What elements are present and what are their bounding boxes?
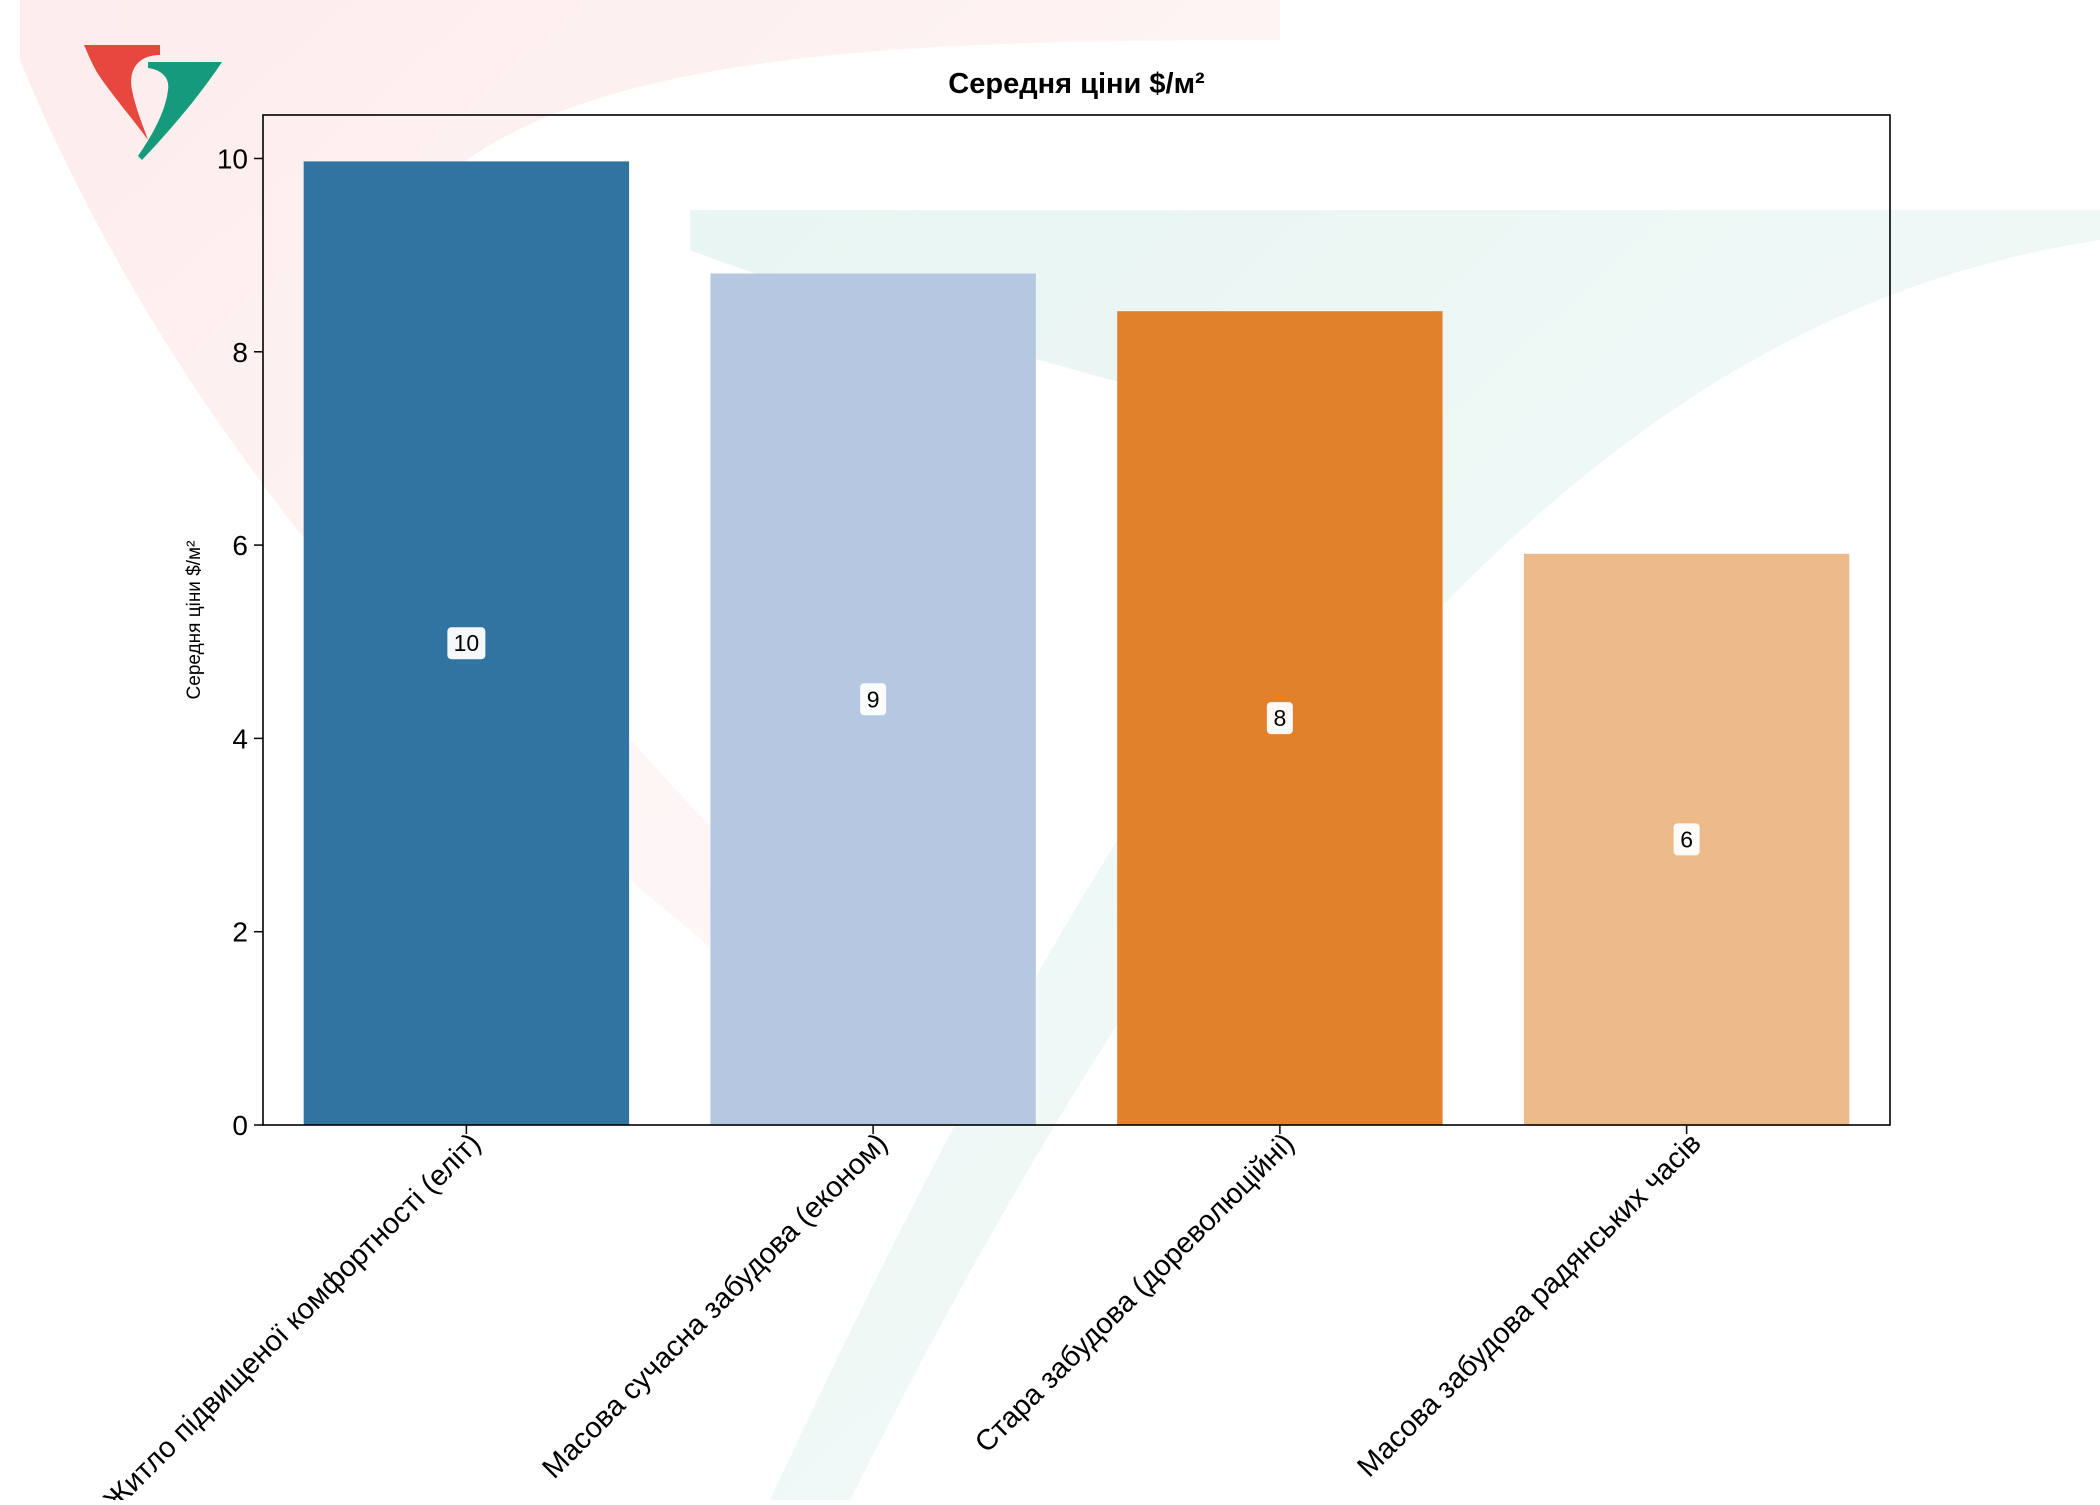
- chart-title: Середня ціни $/м²: [948, 68, 1205, 100]
- data-label-3: 8: [1273, 705, 1286, 731]
- y-tick-label-2: 2: [232, 917, 248, 948]
- y-tick-label-10: 10: [217, 143, 248, 174]
- data-label-box-3: [1266, 702, 1293, 735]
- x-tick-label-4: Масова забудова радянських часів: [1351, 1127, 1707, 1483]
- y-axis-label: Середня ціни $/м²: [184, 541, 205, 700]
- data-label-box-2: [860, 683, 887, 716]
- stylized-v-logo-icon: [84, 45, 222, 160]
- y-tick-label-8: 8: [232, 337, 248, 368]
- y-tick-label-4: 4: [232, 723, 248, 754]
- data-label-4: 6: [1680, 826, 1693, 852]
- plot-frame: [262, 114, 1891, 1126]
- y-tick-label-0: 0: [232, 1110, 248, 1141]
- data-label-box-4: [1673, 823, 1700, 856]
- data-label-1: 10: [454, 630, 480, 656]
- data-label-box-1: [447, 627, 486, 660]
- x-tick-label-1: Житло підвищеної комфортності (еліт): [98, 1127, 488, 1500]
- data-label-2: 9: [867, 686, 880, 712]
- y-tick-label-6: 6: [232, 530, 248, 561]
